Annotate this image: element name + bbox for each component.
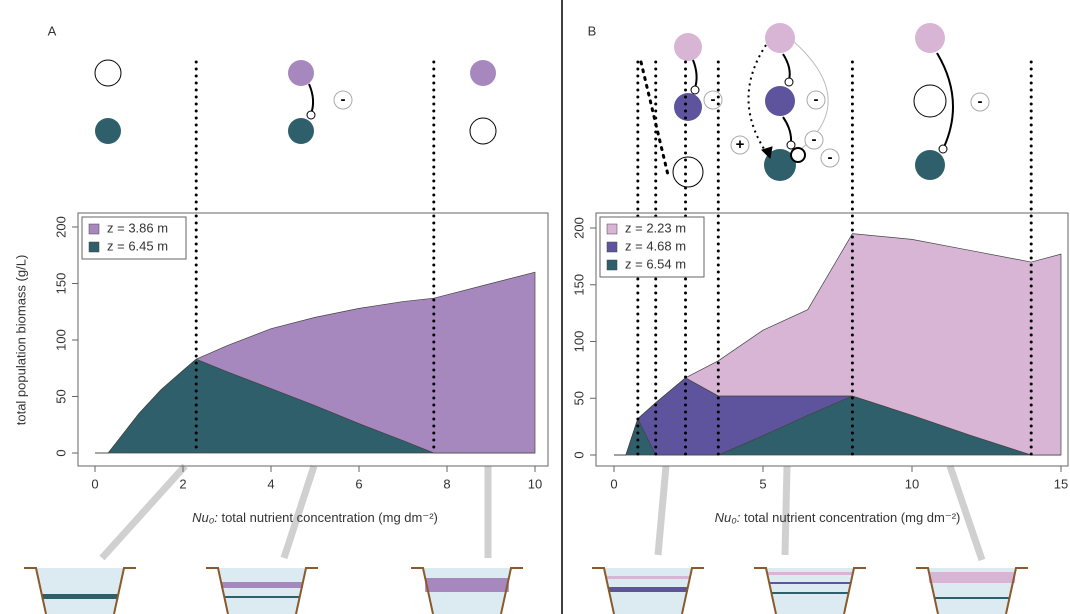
diagrams [95,23,989,187]
legend-label: z = 4.68 m [625,238,686,253]
x-axis-symbol: Nu₀: [192,510,218,525]
legend-label: z = 3.86 m [107,220,168,235]
y-tick-label: 100 [53,329,68,351]
link [783,117,791,143]
legend-label: z = 6.45 m [107,238,168,253]
node [674,33,702,61]
y-axis-label: total population biomass (g/L) [13,255,28,426]
sign: - [711,91,716,108]
link-end [939,145,947,153]
x-axis-symbol: Nu₀: [715,510,741,525]
link [309,84,313,114]
legend-swatch [607,242,617,252]
x-axis-text: total nutrient concentration (mg dm⁻²) [744,510,960,525]
pond-layer [221,582,303,588]
x-tick-label: 2 [179,476,186,491]
link [783,54,790,80]
ponds [24,568,1028,614]
pond-water [36,568,124,614]
x-tick-label: 0 [91,476,98,491]
x-tick-label: 5 [759,476,766,491]
x-tick-label: 6 [355,476,362,491]
pond-layer [608,587,688,592]
link [693,60,697,88]
pond-layer [769,582,851,584]
x-tick-label: 8 [443,476,450,491]
pond-layer [42,594,119,599]
x-axis-label: Nu₀: total nutrient concentration (mg dm… [192,510,438,525]
link-end [785,78,793,86]
pond-layer [425,578,509,592]
y-tick-label: 200 [571,217,586,239]
node [765,23,795,53]
node [95,60,121,86]
legend-swatch [89,242,99,252]
node [288,60,314,86]
legend-swatch [607,260,617,270]
sign: - [814,91,819,108]
node [914,85,946,117]
node [765,86,795,116]
sign: - [828,149,833,166]
node [470,118,496,144]
y-tick-label: 50 [53,389,68,403]
pond-layer [767,572,853,575]
legend-label: z = 6.54 m [625,256,686,271]
legend-label: z = 2.23 m [625,220,686,235]
node [915,150,945,180]
node [674,93,702,121]
node [288,118,314,144]
node [673,157,703,187]
y-tick-label: 200 [53,216,68,238]
pond-layer [771,592,849,594]
pond-layer [929,572,1015,583]
link-end [691,86,699,94]
pond-water [218,568,306,614]
x-tick-label: 10 [905,476,919,491]
node [915,23,945,53]
x-tick-label: 15 [1054,476,1068,491]
x-tick-label: 10 [528,476,542,491]
sign: - [812,131,817,148]
y-tick-label: 50 [571,391,586,405]
node [95,118,121,144]
sign: + [736,136,745,153]
link-end [787,141,795,149]
y-tick-label: 0 [53,449,68,456]
pond-layer [934,597,1009,599]
connector [102,466,185,558]
figure: - - - - - + - 0501001502000246810z = 3.8… [0,0,1070,614]
sign: - [978,93,983,110]
y-tick-label: 0 [571,451,586,458]
pond-layer [224,596,300,598]
pond-layer [606,576,691,579]
y-tick-label: 150 [53,273,68,295]
x-axis-text: total nutrient concentration (mg dm⁻²) [221,510,437,525]
y-tick-label: 150 [571,274,586,296]
connector [658,466,666,555]
sign: - [341,91,346,108]
link-end [791,148,805,162]
panel-label: A [48,23,57,38]
x-tick-label: 4 [267,476,274,491]
legend-swatch [607,224,617,234]
node [470,60,496,86]
y-tick-label: 100 [571,331,586,353]
legend-swatch [89,224,99,234]
panel-label: B [588,23,597,38]
x-axis-label: Nu₀: total nutrient concentration (mg dm… [715,510,961,525]
x-tick-label: 0 [610,476,617,491]
link-end [307,111,315,119]
